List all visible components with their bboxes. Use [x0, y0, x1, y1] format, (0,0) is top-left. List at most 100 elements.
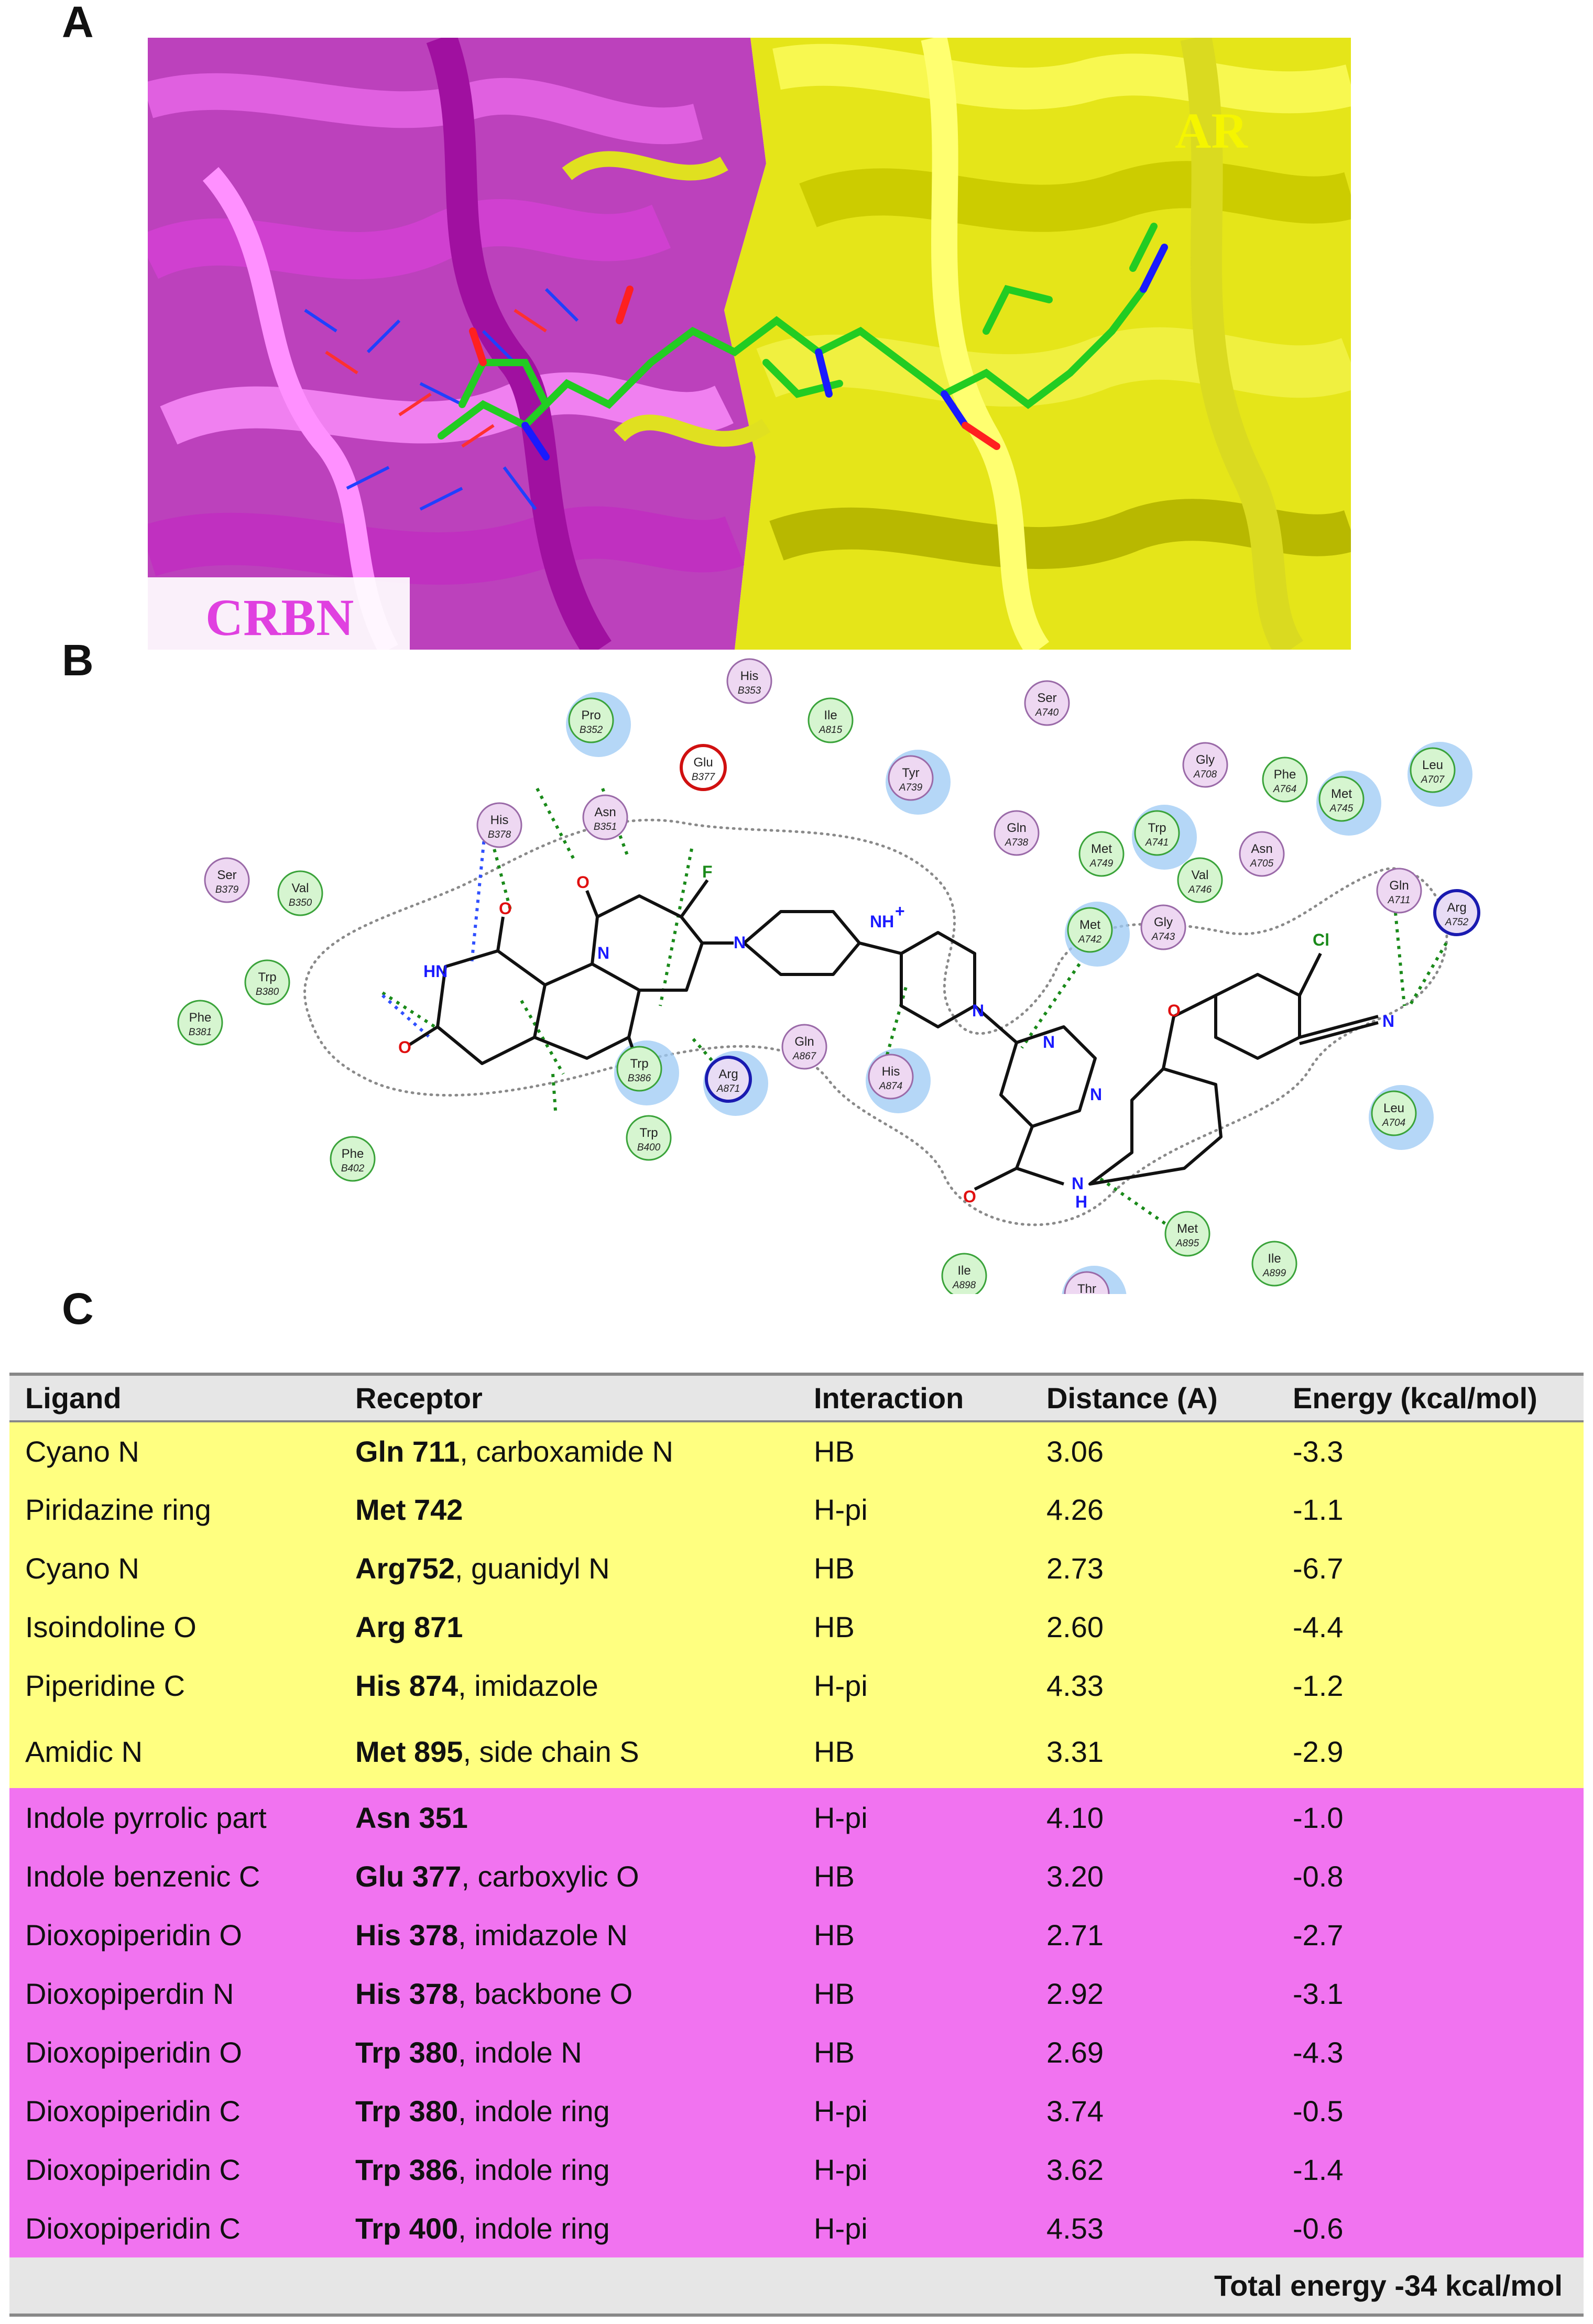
panel-label-c: C [62, 1284, 94, 1333]
residue-name: Ile [824, 708, 837, 722]
interaction-diagram-svg: F Cl HN NH + N N N N N N H N O O O O O O… [177, 658, 1480, 1331]
ar-ribbons [562, 38, 1351, 650]
table-body: Cyano N Gln 711, carboxamide N HB 3.06 -3.3 P… [9, 1421, 1584, 2257]
residue-id: A764 [1273, 784, 1296, 795]
residue-phe-b381: Phe B381 [177, 1000, 223, 1046]
receptor-detail: , backbone O [458, 1977, 633, 2010]
receptor-cell: His 378, imidazole N [340, 1905, 798, 1964]
residue-id: A749 [1089, 858, 1114, 869]
residue-his-b353: His B353 [726, 658, 772, 704]
residue-circle [616, 1046, 662, 1092]
residue-circle [1134, 810, 1180, 856]
receptor-cell: Trp 380, indole ring [340, 2081, 798, 2140]
residue-circle [626, 1115, 672, 1161]
residue-circle [1182, 742, 1228, 788]
residue-id: A739 [899, 782, 923, 793]
residue-name: Ser [217, 868, 236, 882]
receptor-cell: Trp 386, indole ring [340, 2140, 798, 2199]
residue-name: Asn [1251, 842, 1272, 856]
residue-name: Thr [1077, 1282, 1096, 1294]
residue-id: B350 [289, 897, 312, 908]
residue-id: A745 [1329, 803, 1354, 814]
ar-label: AR [1175, 103, 1248, 159]
receptor-residue: Asn 351 [355, 1801, 468, 1834]
table-row: Dioxopiperidin C Trp 400, indole ring H-pi… [9, 2199, 1584, 2257]
receptor-residue: His 378 [355, 1977, 459, 2010]
residue-circle [476, 802, 522, 848]
residue-name: Leu [1422, 758, 1443, 772]
interaction-table: Ligand Receptor Interaction Distance (A)… [9, 1373, 1584, 2317]
ligand-cell: Dioxopiperidin O [25, 1918, 242, 1952]
residue-name: Ile [1268, 1252, 1281, 1266]
energy-cell: -1.0 [1293, 1801, 1344, 1834]
table-header-row: Ligand Receptor Interaction Distance (A)… [9, 1373, 1584, 1422]
crbn-label: CRBN [205, 588, 354, 646]
receptor-cell: Glu 377, carboxylic O [340, 1847, 798, 1905]
residue-name: Val [1192, 868, 1209, 882]
table-row: Piridazine ring Met 742 H-pi 4.26 -1.1 [9, 1480, 1584, 1539]
ligand-cell: Dioxopiperdin N [25, 1977, 234, 2010]
table-row: Amidic N Met 895, side chain S HB 3.31 -2.9 [9, 1715, 1584, 1788]
interaction-cell: HB [814, 1859, 855, 1893]
ligand-cell: Dioxopiperidin C [25, 2211, 241, 2245]
residue-circle [177, 1000, 223, 1046]
residue-id: B386 [628, 1073, 651, 1084]
interaction-cell: HB [814, 2035, 855, 2069]
receptor-detail: , indole ring [458, 2094, 610, 2128]
residue-circle [705, 1056, 752, 1103]
residue-circle [994, 810, 1040, 856]
receptor-detail: , indole ring [458, 2211, 610, 2245]
ligand-cell: Isoindoline O [25, 1610, 197, 1643]
distance-cell: 4.26 [1046, 1493, 1104, 1526]
residue-id: A741 [1145, 837, 1169, 848]
residue-id: A711 [1388, 895, 1411, 906]
receptor-residue: Trp 380 [355, 2094, 459, 2128]
table-row: Indole pyrrolic part Asn 351 H-pi 4.10 -1.0 [9, 1788, 1584, 1847]
residue-circle [1177, 857, 1223, 903]
residue-arg-a752: Arg A752 [1433, 889, 1480, 936]
residue-trp-b400: Trp B400 [626, 1115, 672, 1161]
ligand-skeleton [408, 879, 1379, 1191]
receptor-residue: Met 895 [355, 1735, 463, 1768]
energy-cell: -4.4 [1293, 1610, 1344, 1643]
table-row: Dioxopiperidin O His 378, imidazole N HB 2.… [9, 1905, 1584, 1964]
residue-id: B380 [256, 986, 279, 997]
receptor-cell: Trp 400, indole ring [340, 2199, 798, 2257]
interaction-cell: H-pi [814, 1669, 868, 1702]
receptor-cell: Arg752, guanidyl N [340, 1539, 798, 1597]
receptor-cell: Asn 351 [340, 1788, 798, 1847]
distance-cell: 4.10 [1046, 1801, 1104, 1834]
receptor-cell: His 378, backbone O [340, 1964, 798, 2023]
atom-amide-o: O [963, 1187, 976, 1206]
receptor-detail: , indole N [458, 2035, 582, 2069]
receptor-detail: , imidazole N [458, 1918, 628, 1952]
energy-cell: -0.8 [1293, 1859, 1344, 1893]
residue-leu-a707: Leu A707 [1410, 747, 1456, 793]
residue-his-b378: His B378 [476, 802, 522, 848]
table-row: Cyano N Gln 711, carboxamide N HB 3.06 -3.3 [9, 1421, 1584, 1480]
receptor-detail: , carboxamide N [460, 1434, 673, 1468]
distance-cell: 2.92 [1046, 1977, 1104, 2010]
residue-name: Glu [693, 755, 713, 770]
residue-name: Ser [1037, 691, 1056, 705]
receptor-cell: Met 895, side chain S [340, 1715, 798, 1788]
residue-name: His [882, 1065, 900, 1079]
residue-nodes: His B353 Pro B352 Ile A815 Ser A740 Glu B377 Tyr A7… [177, 658, 1480, 1317]
residue-circle [1078, 831, 1125, 877]
header-distance: Distance (A) [1031, 1373, 1277, 1422]
residue-id: A742 [1078, 934, 1102, 945]
receptor-residue: Glu 377 [355, 1859, 462, 1893]
residue-circle [1318, 776, 1365, 822]
atom-pyridazine-n2: N [1090, 1085, 1102, 1104]
residue-name: Gln [1389, 879, 1409, 893]
residue-met-a742: Met A742 [1067, 907, 1113, 953]
residue-id: A740 [1035, 707, 1059, 718]
ligand-cell: Cyano N [25, 1551, 139, 1585]
atom-labels: F Cl HN NH + N N N N N N H N O O O O O O [398, 862, 1394, 1211]
distance-cell: 2.71 [1046, 1918, 1104, 1952]
residue-gln-a738: Gln A738 [994, 810, 1040, 856]
residue-id: B377 [692, 772, 716, 783]
residue-trp-a741: Trp A741 [1134, 810, 1180, 856]
interaction-cell: HB [814, 1610, 855, 1643]
residue-name: Arg [718, 1067, 738, 1081]
